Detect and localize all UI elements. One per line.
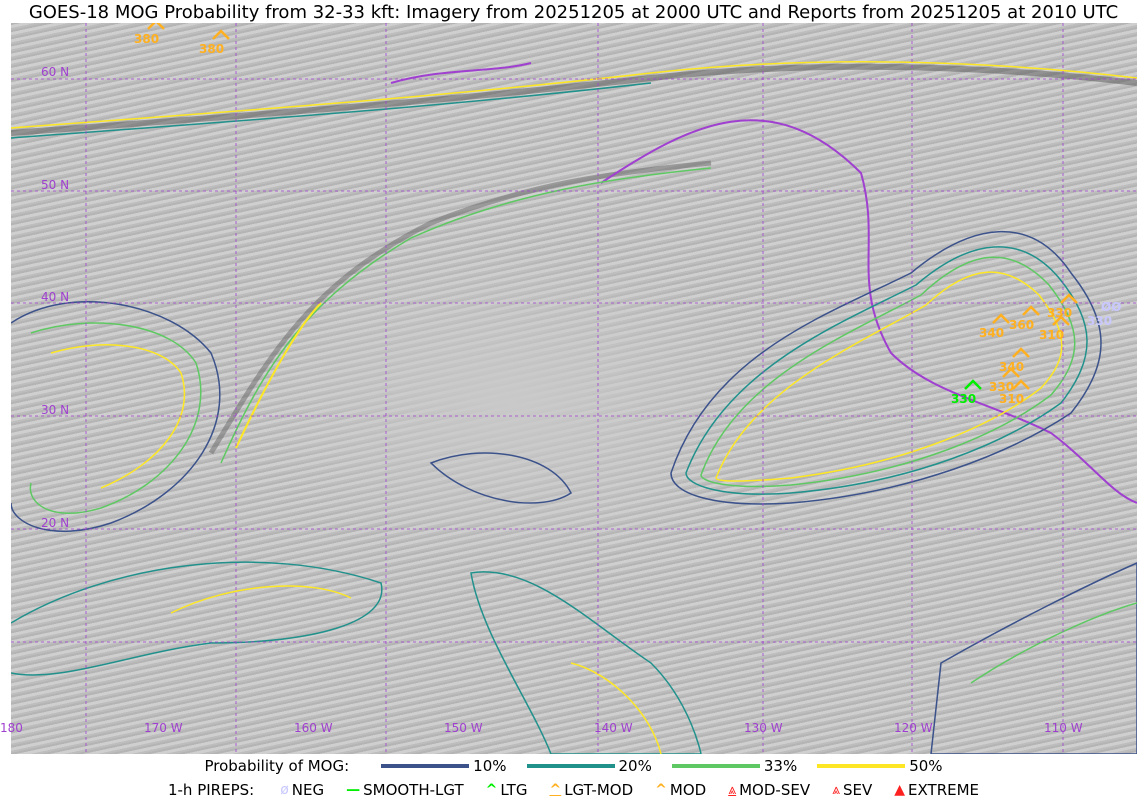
lat-label: 30 N bbox=[41, 403, 70, 417]
legend-label: 33% bbox=[763, 757, 798, 775]
lon-label: 120 W bbox=[894, 721, 933, 735]
contour-20 bbox=[470, 571, 702, 754]
lon-label: 170 W bbox=[144, 721, 183, 735]
pirep-altitude-label: 340 bbox=[979, 326, 1004, 340]
mod-pirep-icon[interactable] bbox=[212, 29, 230, 40]
lon-label: 140 W bbox=[594, 721, 633, 735]
contour-50 bbox=[570, 662, 662, 754]
lat-label: 20 N bbox=[41, 516, 70, 530]
lgt-mod-icon: ^ bbox=[549, 782, 562, 798]
mod-pirep-icon[interactable] bbox=[1012, 379, 1030, 390]
extreme-triangle-icon: ▲ bbox=[894, 782, 906, 798]
contour-33 bbox=[970, 602, 1137, 684]
contour-20 bbox=[11, 561, 383, 676]
legend-label: 10% bbox=[473, 757, 507, 775]
pirep-altitude-label: 330 bbox=[951, 392, 976, 406]
pirep-altitude-label: 330 bbox=[1087, 314, 1112, 328]
contour-10 bbox=[429, 452, 572, 504]
smooth-lgt-icon: — bbox=[346, 782, 361, 798]
legend-label: LGT-MOD bbox=[564, 781, 634, 799]
legend-label: 20% bbox=[618, 757, 652, 775]
swatch-33 bbox=[671, 764, 760, 768]
pirep-altitude-label: 330 bbox=[989, 380, 1014, 394]
mod-pirep-icon[interactable] bbox=[1060, 293, 1078, 304]
lon-label: 150 W bbox=[444, 721, 483, 735]
contour-33 bbox=[220, 167, 712, 464]
mod-caret-icon: ^ bbox=[655, 782, 667, 798]
contour-50 bbox=[11, 61, 1137, 129]
legend-label: SMOOTH-LGT bbox=[363, 781, 464, 799]
satellite-map: 380 380 340 360 330 310 340 330 310 330 ØØ 330 60 N… bbox=[0, 23, 1137, 754]
mod-sev-icon: ⩓ bbox=[728, 782, 737, 798]
ltg-pirep-icon[interactable] bbox=[964, 379, 982, 390]
pirep-legend-title: 1-h PIREPS: bbox=[167, 781, 255, 799]
graticule bbox=[11, 23, 1137, 754]
contour-50 bbox=[170, 585, 352, 614]
contour-10 bbox=[670, 230, 1102, 505]
contour-10 bbox=[930, 562, 1137, 754]
pirep-altitude-label: 310 bbox=[999, 392, 1024, 406]
lon-label: 160 W bbox=[294, 721, 333, 735]
frontal-cloud-band bbox=[208, 160, 712, 455]
pirep-altitude-label: 380 bbox=[199, 42, 224, 56]
lon-label: 130 W bbox=[744, 721, 783, 735]
contour-33 bbox=[700, 256, 1076, 488]
pirep-altitude-label: 330 bbox=[1047, 306, 1072, 320]
swatch-10 bbox=[381, 764, 470, 768]
pirep-altitude-label: 310 bbox=[1039, 328, 1064, 342]
lat-label: 40 N bbox=[41, 290, 70, 304]
contour-50 bbox=[715, 271, 1063, 482]
contour-50 bbox=[235, 302, 322, 449]
contour-20 bbox=[11, 82, 652, 139]
legend-label: SEV bbox=[843, 781, 873, 799]
coastline bbox=[390, 62, 532, 84]
swatch-50 bbox=[817, 764, 906, 768]
neg-icon: ø bbox=[280, 782, 289, 798]
legend-label: LTG bbox=[500, 781, 528, 799]
contour-50 bbox=[50, 344, 186, 489]
pirep-altitude-label: 340 bbox=[999, 360, 1024, 374]
coastline bbox=[600, 119, 1137, 504]
map-title: GOES-18 MOG Probability from 32-33 kft: … bbox=[28, 2, 1119, 23]
mod-pirep-icon[interactable] bbox=[1012, 347, 1030, 358]
mod-pirep-icon[interactable] bbox=[1002, 367, 1020, 378]
pirep-legend: 1-h PIREPS: ø NEG — SMOOTH-LGT ^ LTG ^ LGT-M… bbox=[0, 781, 1147, 799]
swatch-20 bbox=[526, 764, 615, 768]
probability-legend: Probability of MOG: 10% 20% 33% 50% bbox=[0, 757, 1147, 775]
mod-pirep-icon[interactable] bbox=[992, 313, 1010, 324]
sev-icon: ⩓ bbox=[832, 782, 840, 798]
contour-20 bbox=[685, 246, 1088, 495]
pirep-altitude-label: 380 bbox=[134, 32, 159, 46]
legend-label: 50% bbox=[909, 757, 943, 775]
legend-label: EXTREME bbox=[908, 781, 980, 799]
mod-pirep-icon[interactable] bbox=[1052, 315, 1070, 326]
lat-label: 50 N bbox=[41, 178, 70, 192]
probability-legend-title: Probability of MOG: bbox=[204, 757, 350, 775]
mod-pirep-icon[interactable] bbox=[147, 23, 165, 30]
pirep-altitude-label: 360 bbox=[1009, 318, 1034, 332]
jet-cloud-band bbox=[11, 63, 1137, 136]
mod-pirep-icon[interactable] bbox=[1022, 305, 1040, 316]
lon-label: 180 bbox=[0, 721, 23, 735]
legend-label: NEG bbox=[291, 781, 325, 799]
legend-label: MOD bbox=[669, 781, 707, 799]
contour-33 bbox=[29, 322, 202, 514]
neg-pirep-icon[interactable]: ØØ bbox=[1101, 300, 1121, 314]
legend-label: MOD-SEV bbox=[739, 781, 811, 799]
ltg-caret-icon: ^ bbox=[485, 782, 498, 798]
lat-label: 60 N bbox=[41, 65, 70, 79]
lon-label: 110 W bbox=[1044, 721, 1083, 735]
